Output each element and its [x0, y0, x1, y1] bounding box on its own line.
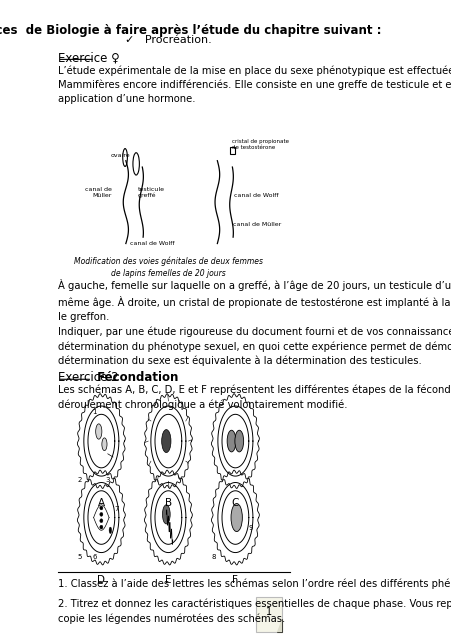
Text: cristal de propionate
de testostérone: cristal de propionate de testostérone	[231, 140, 288, 150]
Text: 1. Classez à l’aide des lettres les schémas selon l’ordre réel des différents ph: 1. Classez à l’aide des lettres les sché…	[57, 578, 451, 589]
Text: Exercice 2: Exercice 2	[57, 371, 118, 384]
Circle shape	[235, 430, 243, 452]
Text: B: B	[165, 499, 171, 508]
Text: Exercices  de Biologie à faire après l’étude du chapitre suivant :: Exercices de Biologie à faire après l’ét…	[0, 24, 381, 36]
Circle shape	[96, 424, 101, 439]
Ellipse shape	[100, 513, 103, 516]
Ellipse shape	[100, 525, 103, 529]
Text: Indiquer, par une étude rigoureuse du document fourni et de vos connaissances su: Indiquer, par une étude rigoureuse du do…	[57, 326, 451, 366]
Text: Fécondation: Fécondation	[93, 371, 178, 384]
Text: canal de Wolff: canal de Wolff	[129, 241, 174, 246]
Ellipse shape	[100, 519, 103, 523]
Text: E: E	[165, 575, 171, 585]
Text: Les schémas A, B, C, D, E et F représentent les différentes étapes de la féconda: Les schémas A, B, C, D, E et F représent…	[57, 385, 451, 410]
Text: D: D	[97, 575, 105, 585]
Text: 2. Titrez et donnez les caractéristiques essentielles de chaque phase. Vous repo: 2. Titrez et donnez les caractéristiques…	[57, 598, 451, 624]
Text: F: F	[232, 575, 238, 585]
Text: canal de
Müller: canal de Müller	[85, 187, 111, 198]
Text: testicule
greffé: testicule greffé	[137, 187, 164, 198]
Text: canal de Müller: canal de Müller	[232, 222, 281, 227]
Text: 9: 9	[248, 525, 253, 531]
Text: Modification des voies génitales de deux femmes
de lapins femelles de 20 jours: Modification des voies génitales de deux…	[74, 256, 262, 278]
Text: 2: 2	[77, 477, 82, 483]
Circle shape	[230, 504, 242, 532]
Text: A: A	[97, 499, 105, 508]
Circle shape	[227, 430, 235, 452]
Text: Exercice ♀: Exercice ♀	[57, 51, 119, 64]
Text: 6: 6	[92, 554, 97, 560]
FancyBboxPatch shape	[255, 597, 281, 632]
Circle shape	[101, 438, 107, 451]
Text: C: C	[231, 499, 239, 508]
Text: L’étude expérimentale de la mise en place du sexe phénotypique est effectuée che: L’étude expérimentale de la mise en plac…	[57, 65, 451, 104]
Text: 5: 5	[77, 554, 82, 560]
Ellipse shape	[100, 506, 103, 510]
Text: À gauche, femelle sur laquelle on a greffé, à l’âge de 20 jours, un testicule d’: À gauche, femelle sur laquelle on a gref…	[57, 278, 451, 321]
Text: 1: 1	[265, 607, 272, 616]
Circle shape	[162, 505, 170, 524]
Text: ovaire: ovaire	[110, 152, 130, 157]
Text: 7: 7	[114, 506, 119, 512]
Circle shape	[161, 429, 170, 452]
Circle shape	[109, 527, 111, 534]
Text: canal de Wolff: canal de Wolff	[234, 193, 278, 198]
Text: ✓   Procréation.: ✓ Procréation.	[125, 35, 211, 45]
Polygon shape	[276, 620, 281, 632]
Text: 1: 1	[92, 410, 97, 415]
Text: 8: 8	[211, 554, 215, 560]
Text: 3: 3	[106, 477, 110, 483]
